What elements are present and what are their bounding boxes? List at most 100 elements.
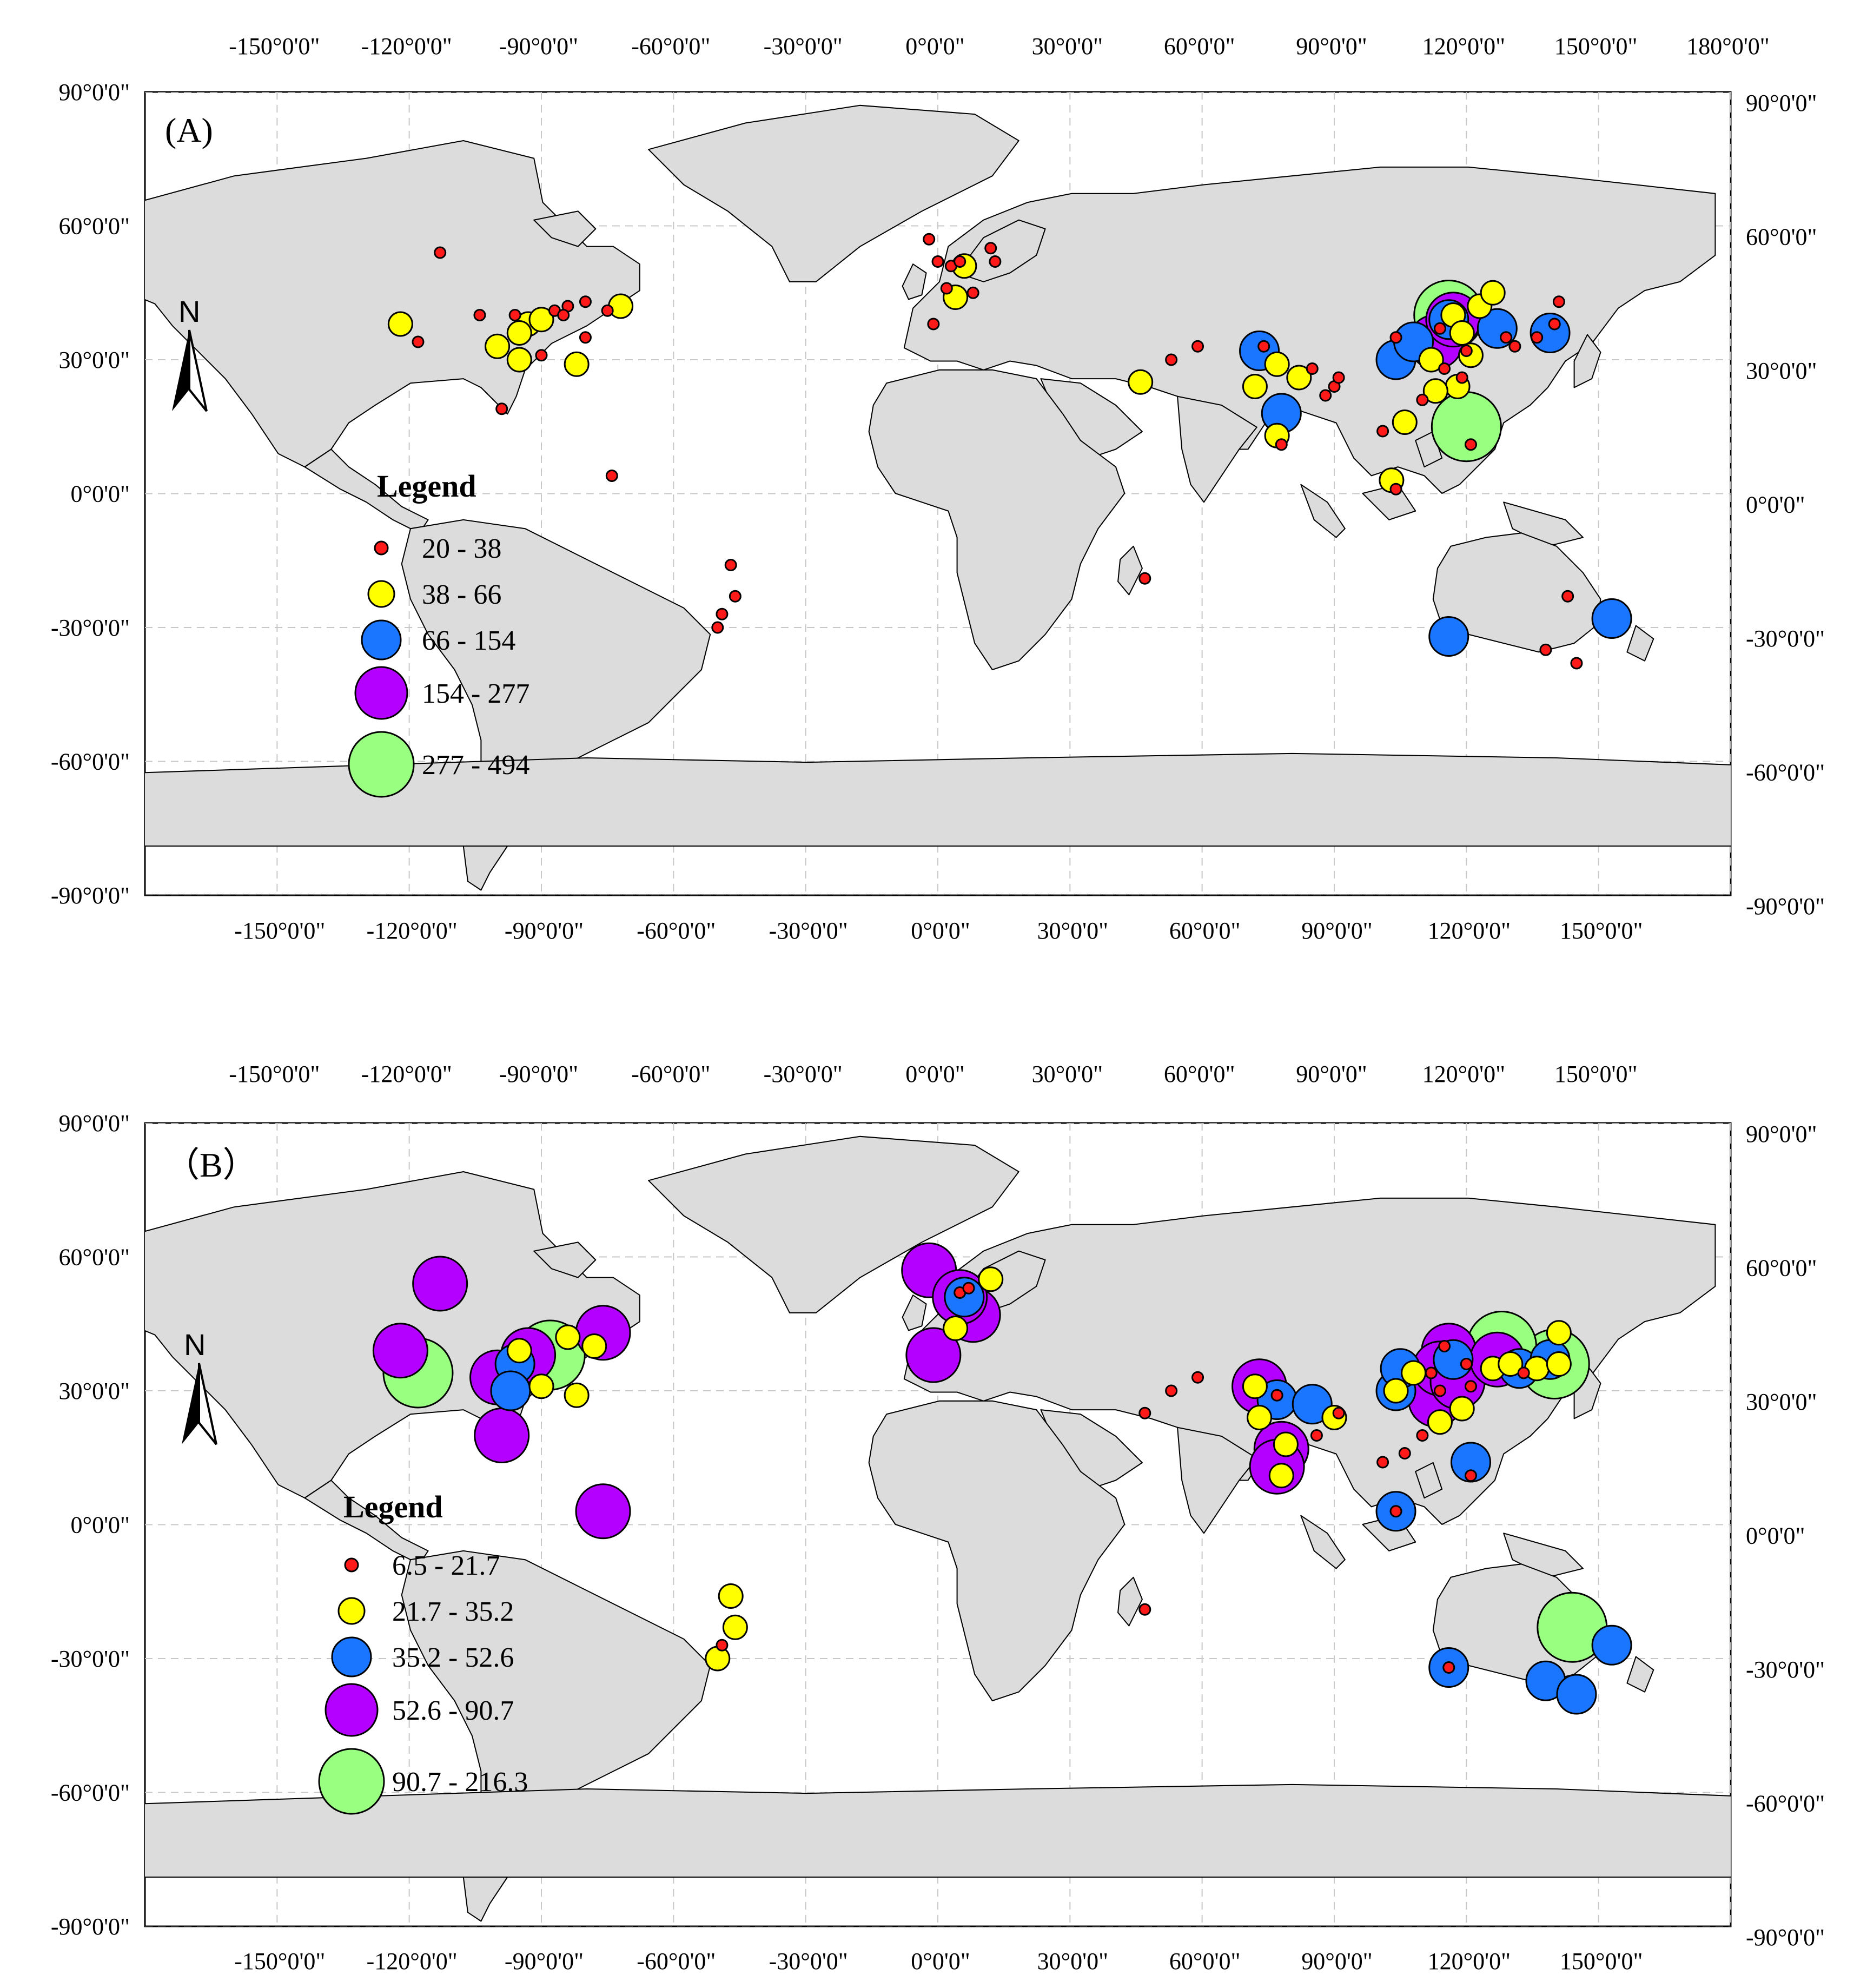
lat-tick-left: 90°0'0" <box>59 79 130 105</box>
site-marker-class-2 <box>705 1646 731 1672</box>
site-marker-class-1 <box>1442 1661 1455 1674</box>
site-marker-class-2 <box>564 351 590 377</box>
site-marker-class-2 <box>1524 1356 1550 1382</box>
lon-tick-bottom: 90°0'0" <box>1301 1948 1372 1974</box>
site-marker-class-2 <box>564 1382 590 1408</box>
lon-tick-top: 60°0'0" <box>1164 33 1235 60</box>
lon-tick-top: 30°0'0" <box>1032 33 1103 60</box>
site-marker-class-1 <box>1306 362 1319 375</box>
site-marker-class-2 <box>528 1373 554 1399</box>
site-marker-class-1 <box>1165 1384 1178 1397</box>
legend-label-3: 35.2 - 52.6 <box>392 1642 514 1673</box>
legend-label-5: 277 - 494 <box>422 750 529 781</box>
site-marker-class-1 <box>473 309 486 321</box>
site-marker-class-1 <box>1561 590 1574 603</box>
site-marker-class-1 <box>1460 345 1473 357</box>
legend-a: Legend 20 - 38 38 - 66 66 - 154 154 - 277 27… <box>348 468 529 798</box>
lat-tick-right: 30°0'0" <box>1746 358 1817 384</box>
legend-symbol-2 <box>337 1597 366 1625</box>
lat-tick-left: 30°0'0" <box>59 347 130 373</box>
lat-tick-right: 0°0'0" <box>1746 1523 1805 1549</box>
site-marker-class-1 <box>412 335 425 348</box>
axis-ticks-b: -150°0'0" -120°0'0" -90°0'0" -60°0'0" -30°0'… <box>51 1061 1825 1974</box>
points-a <box>387 233 1632 670</box>
site-marker-class-1 <box>1191 340 1204 353</box>
site-marker-class-1 <box>1389 331 1402 344</box>
lat-tick-right: -30°0'0" <box>1746 625 1825 652</box>
site-marker-class-1 <box>984 242 997 255</box>
lon-tick-bottom: -30°0'0" <box>769 917 848 944</box>
lon-tick-top: 30°0'0" <box>1032 1061 1103 1087</box>
site-marker-class-1 <box>1464 1380 1477 1393</box>
site-marker-class-2 <box>1286 365 1312 391</box>
site-marker-class-2 <box>1546 1320 1572 1346</box>
site-marker-class-1 <box>1433 1384 1446 1397</box>
site-marker-class-1 <box>1539 643 1552 656</box>
site-marker-class-1 <box>1464 438 1477 451</box>
lon-tick-bottom: 0°0'0" <box>911 917 970 944</box>
lat-tick-left: -60°0'0" <box>51 749 130 775</box>
site-marker-class-2 <box>718 1583 744 1609</box>
legend-label-2: 38 - 66 <box>422 579 501 610</box>
site-marker-class-1 <box>716 1639 729 1652</box>
site-marker-class-1 <box>1275 438 1288 451</box>
site-marker-class-2 <box>1427 1409 1453 1435</box>
lat-tick-left: -90°0'0" <box>51 882 130 909</box>
site-marker-class-2 <box>1273 1431 1299 1457</box>
lon-tick-top: -120°0'0" <box>361 1061 452 1087</box>
site-marker-class-3 <box>1292 1384 1333 1425</box>
lon-tick-bottom: -60°0'0" <box>637 917 716 944</box>
site-marker-class-2 <box>528 307 554 333</box>
legend-symbol-5 <box>318 1748 385 1815</box>
lon-tick-bottom: 120°0'0" <box>1428 1948 1511 1974</box>
site-marker-class-1 <box>1425 1366 1438 1379</box>
site-marker-class-4 <box>372 1323 428 1379</box>
site-marker-class-1 <box>729 590 741 603</box>
site-marker-class-4 <box>412 1256 468 1312</box>
site-marker-class-1 <box>1319 389 1332 402</box>
site-marker-class-3 <box>1428 616 1469 657</box>
site-marker-class-1 <box>1460 1358 1473 1370</box>
site-marker-class-1 <box>1433 322 1446 335</box>
site-marker-class-2 <box>1546 1351 1572 1377</box>
site-marker-class-2 <box>978 1266 1004 1292</box>
lon-tick-bottom: -30°0'0" <box>769 1948 848 1974</box>
lon-tick-top: 90°0'0" <box>1296 1061 1367 1087</box>
site-marker-class-1 <box>1531 331 1544 344</box>
site-marker-class-1 <box>1138 1406 1151 1419</box>
site-marker-class-1 <box>1500 331 1513 344</box>
site-marker-class-3 <box>490 1370 531 1411</box>
legend-label-4: 52.6 - 90.7 <box>392 1695 514 1726</box>
lat-tick-left: -30°0'0" <box>51 615 130 641</box>
lon-tick-bottom: 60°0'0" <box>1169 917 1240 944</box>
legend-title-b: Legend <box>343 1489 443 1524</box>
north-arrow-label-b: N <box>184 1327 206 1362</box>
lat-tick-right: -60°0'0" <box>1746 1791 1825 1817</box>
site-marker-class-1 <box>434 246 447 259</box>
lat-tick-right: 90°0'0" <box>1746 1121 1817 1147</box>
lon-tick-bottom: -150°0'0" <box>234 917 325 944</box>
site-marker-class-2 <box>1128 369 1154 395</box>
site-marker-class-1 <box>1508 340 1521 353</box>
legend-label-2: 21.7 - 35.2 <box>392 1596 514 1627</box>
lon-tick-top: -30°0'0" <box>764 1061 843 1087</box>
lon-tick-bottom: 150°0'0" <box>1560 1948 1643 1974</box>
lat-tick-right: -90°0'0" <box>1746 893 1825 920</box>
site-marker-class-2 <box>1392 410 1418 435</box>
legend-symbol-1 <box>374 540 389 556</box>
lon-tick-top: 90°0'0" <box>1296 33 1367 60</box>
site-marker-class-1 <box>1191 1371 1204 1384</box>
site-marker-class-3 <box>1591 598 1632 639</box>
site-marker-class-2 <box>1449 1396 1475 1422</box>
lat-tick-left: 60°0'0" <box>59 213 130 240</box>
site-marker-class-2 <box>1264 351 1290 377</box>
site-marker-class-1 <box>601 304 614 317</box>
lon-tick-top: -90°0'0" <box>499 33 578 60</box>
site-marker-class-1 <box>1398 1447 1411 1459</box>
lon-tick-top: -90°0'0" <box>499 1061 578 1087</box>
site-marker-class-1 <box>605 470 618 482</box>
legend-label-1: 20 - 38 <box>422 533 501 564</box>
site-marker-class-1 <box>923 233 936 246</box>
legend-symbol-3 <box>361 619 402 661</box>
legend-symbol-4 <box>325 1683 379 1737</box>
